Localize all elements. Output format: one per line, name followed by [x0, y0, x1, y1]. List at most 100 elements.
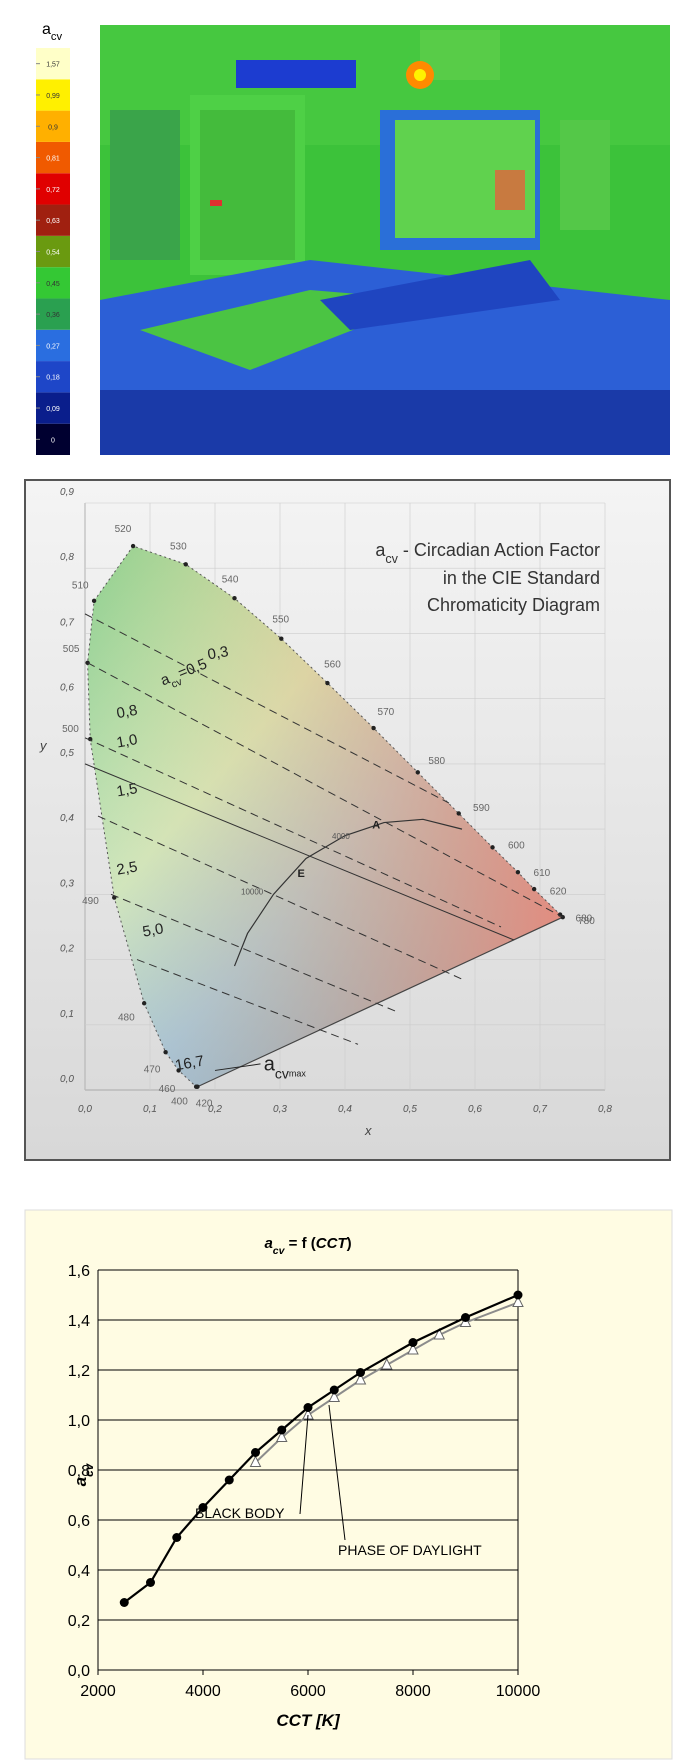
colorbar-tick-label: 0,63: [46, 218, 60, 225]
page: {"chart_data": [ {"type": "colorbar", "l…: [0, 0, 678, 1760]
x-tick-label: 6000: [290, 1683, 326, 1700]
marker: [409, 1338, 418, 1347]
subsubscript: max: [289, 1068, 307, 1078]
point-label: E: [297, 868, 304, 880]
locus-point: [457, 811, 461, 815]
wavelength-label: 590: [473, 803, 490, 814]
x-tick-label: 0,1: [143, 1104, 157, 1115]
x-axis-label: CCT [K]: [276, 1711, 341, 1730]
locus-point: [516, 870, 520, 874]
colorbar-label: acv: [42, 21, 63, 43]
colorbar-tick-label: 0,18: [46, 375, 60, 382]
wavelength-label: 540: [222, 575, 239, 586]
chart-title: = f (: [284, 1235, 315, 1252]
chart-title: ): [347, 1235, 352, 1252]
chart-title: Chromaticity Diagram: [427, 595, 600, 615]
chart-title: in the CIE Standard: [443, 568, 600, 588]
locus-point: [142, 1001, 146, 1005]
locus-point: [92, 599, 96, 603]
annotation: BLACK BODY: [195, 1505, 285, 1521]
wavelength-label: 610: [534, 868, 551, 879]
wavelength-label: 490: [82, 896, 99, 907]
symbol: a: [264, 1235, 272, 1252]
x-tick-label: 0,4: [338, 1104, 352, 1115]
subscript: cv: [385, 552, 398, 566]
locus-point: [163, 1050, 167, 1054]
wavelength-label: 480: [118, 1013, 135, 1024]
locus-point: [532, 887, 536, 891]
y-tick-label: 0,3: [60, 878, 74, 889]
wavelength-label: 570: [378, 707, 395, 718]
y-tick-label: 0,1: [60, 1009, 74, 1020]
colorbar-tick-label: 0,45: [46, 281, 60, 288]
iso-label: 2,5: [115, 858, 138, 878]
marker: [120, 1598, 129, 1607]
y-tick-label: 0,8: [60, 552, 74, 563]
y-tick-label: 0,0: [68, 1663, 90, 1680]
panel-frame: [25, 1210, 672, 1759]
wavelength-label: 550: [272, 615, 289, 626]
wavelength-label: 505: [63, 644, 80, 655]
y-tick-label: 0,2: [60, 944, 74, 955]
x-tick-label: 0,0: [78, 1104, 92, 1115]
x-tick-label: 8000: [395, 1683, 431, 1700]
x-tick-label: 0,5: [403, 1104, 417, 1115]
symbol: a: [42, 21, 51, 38]
chart-title: - Circadian Action Factor: [398, 540, 600, 560]
iso-label: 1,0: [115, 731, 138, 751]
x-tick-label: 10000: [496, 1683, 541, 1700]
marker: [277, 1426, 286, 1435]
marker: [461, 1313, 470, 1322]
x-tick-label: 0,6: [468, 1104, 482, 1115]
colorbar-tick-label: 0,36: [46, 312, 60, 319]
colorbar-tick-label: 0,81: [46, 156, 60, 163]
x-tick-label: 0,3: [273, 1104, 287, 1115]
colorbar-tick-label: 0,09: [46, 406, 60, 413]
annotation: PHASE OF DAYLIGHT: [338, 1542, 482, 1558]
locus-point: [490, 845, 494, 849]
x-tick-label: 2000: [80, 1683, 116, 1700]
iso-label: 1,5: [115, 780, 138, 800]
wavelength-label: 600: [508, 841, 525, 852]
y-tick-label: 0,7: [60, 617, 74, 628]
x-tick-label: 0,8: [598, 1104, 612, 1115]
chart-title: CCT: [316, 1235, 349, 1252]
y-tick-label: 0,9: [60, 487, 74, 498]
wavelength-label: 470: [144, 1065, 161, 1076]
marker: [225, 1476, 234, 1485]
photo: [100, 25, 670, 455]
y-tick-label: 0,4: [68, 1563, 90, 1580]
wavelength-label: 580: [428, 756, 445, 767]
wavelength-label: 780: [578, 916, 595, 927]
cct-label: 4000: [332, 832, 350, 841]
y-tick-label: 1,6: [68, 1263, 90, 1280]
figure: acv00,090,180,270,360,450,540,630,720,81…: [0, 0, 678, 1760]
locus-point: [194, 1085, 198, 1089]
y-tick-label: 0,2: [68, 1613, 90, 1630]
marker: [146, 1578, 155, 1587]
wavelength-label: 510: [72, 580, 89, 591]
y-tick-label: 1,0: [68, 1413, 90, 1430]
y-tick-label: 0,0: [60, 1074, 74, 1085]
subscript: cv: [82, 1462, 96, 1477]
wavelength-label: 530: [170, 541, 187, 552]
x-tick-label: 4000: [185, 1683, 221, 1700]
iso-label: 5,0: [141, 920, 164, 940]
wavelength-label: 460: [159, 1084, 176, 1095]
y-tick-label: 0,6: [68, 1513, 90, 1530]
y-tick-label: 1,4: [68, 1313, 90, 1330]
locus-point: [416, 770, 420, 774]
marker: [356, 1368, 365, 1377]
locus-point: [279, 636, 283, 640]
wavelength-label: 400: [171, 1097, 188, 1108]
x-tick-label: 0,7: [533, 1104, 547, 1115]
colorbar-tick-label: 0,99: [46, 93, 60, 100]
marker: [330, 1386, 339, 1395]
y-tick-label: 0,6: [60, 683, 74, 694]
locus-point: [232, 596, 236, 600]
wavelength-label: 420: [196, 1099, 213, 1110]
colorbar-tick-label: 0,27: [46, 343, 60, 350]
locus-point: [184, 562, 188, 566]
colorbar-tick-label: 0,72: [46, 187, 60, 194]
colorbar-tick-label: 0,54: [46, 250, 60, 257]
